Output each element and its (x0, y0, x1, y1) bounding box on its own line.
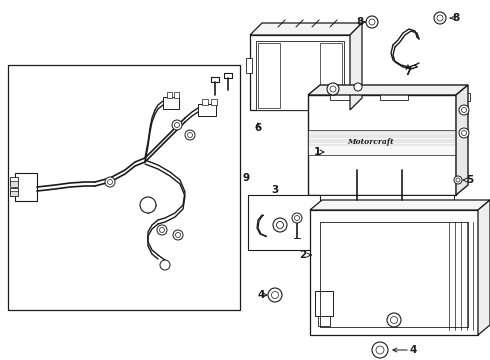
Bar (8, 65, 240, 310)
Circle shape (376, 346, 384, 354)
Circle shape (174, 122, 179, 127)
Bar (308, 95, 456, 195)
Bar (318, 316, 330, 326)
Bar (163, 97, 179, 109)
Bar (211, 99, 217, 105)
Text: 6: 6 (254, 123, 262, 133)
Circle shape (273, 218, 287, 232)
Polygon shape (310, 200, 490, 210)
Text: 8: 8 (356, 17, 364, 27)
Bar (174, 92, 179, 98)
Bar (308, 130, 456, 155)
Bar (315, 291, 333, 316)
Circle shape (391, 316, 397, 324)
Circle shape (175, 233, 180, 238)
Circle shape (160, 228, 165, 233)
Bar (10, 191, 18, 196)
Bar (330, 88, 358, 100)
Bar (316, 201, 448, 206)
Circle shape (369, 19, 375, 25)
Bar (202, 99, 208, 105)
Circle shape (372, 342, 388, 358)
Circle shape (330, 86, 336, 92)
Bar (258, 43, 280, 108)
Bar (198, 104, 216, 116)
Text: Motorcraft: Motorcraft (347, 139, 393, 147)
Text: 5: 5 (466, 175, 474, 185)
Bar (15, 173, 37, 201)
Bar (250, 35, 350, 110)
Bar (310, 195, 454, 201)
Circle shape (294, 216, 299, 220)
Polygon shape (478, 200, 490, 335)
Circle shape (268, 288, 282, 302)
Bar (246, 58, 252, 72)
Circle shape (160, 260, 170, 270)
Text: 4: 4 (409, 345, 416, 355)
Bar (10, 188, 18, 196)
Circle shape (140, 197, 156, 213)
Bar (320, 43, 342, 108)
Polygon shape (250, 23, 362, 35)
Circle shape (462, 130, 466, 135)
Circle shape (105, 177, 115, 187)
Circle shape (172, 120, 182, 130)
Bar (460, 93, 470, 101)
Circle shape (437, 15, 443, 21)
Circle shape (454, 176, 462, 184)
Circle shape (456, 178, 460, 182)
Circle shape (354, 83, 362, 91)
Bar (380, 88, 408, 100)
Circle shape (188, 132, 193, 138)
Bar (10, 177, 18, 185)
Circle shape (459, 128, 469, 138)
Circle shape (459, 105, 469, 115)
Circle shape (462, 108, 466, 112)
Circle shape (185, 130, 195, 140)
Text: 2: 2 (299, 250, 307, 260)
Circle shape (387, 313, 401, 327)
Circle shape (157, 225, 167, 235)
Text: 3: 3 (271, 185, 279, 195)
Text: 8: 8 (452, 13, 460, 23)
Bar (310, 210, 478, 335)
Bar (248, 195, 320, 250)
Circle shape (292, 213, 302, 223)
Text: 9: 9 (243, 173, 249, 183)
Text: 7: 7 (404, 67, 412, 77)
Circle shape (434, 12, 446, 24)
Circle shape (271, 292, 278, 298)
Circle shape (173, 230, 183, 240)
Text: 4: 4 (257, 290, 265, 300)
Bar (167, 92, 172, 98)
Polygon shape (308, 85, 468, 95)
Bar (256, 41, 344, 110)
Polygon shape (456, 85, 468, 195)
Circle shape (276, 221, 284, 229)
Circle shape (107, 180, 113, 184)
Circle shape (366, 16, 378, 28)
Polygon shape (350, 23, 362, 110)
Text: 1: 1 (314, 147, 320, 157)
Bar (10, 181, 18, 187)
Circle shape (327, 83, 339, 95)
